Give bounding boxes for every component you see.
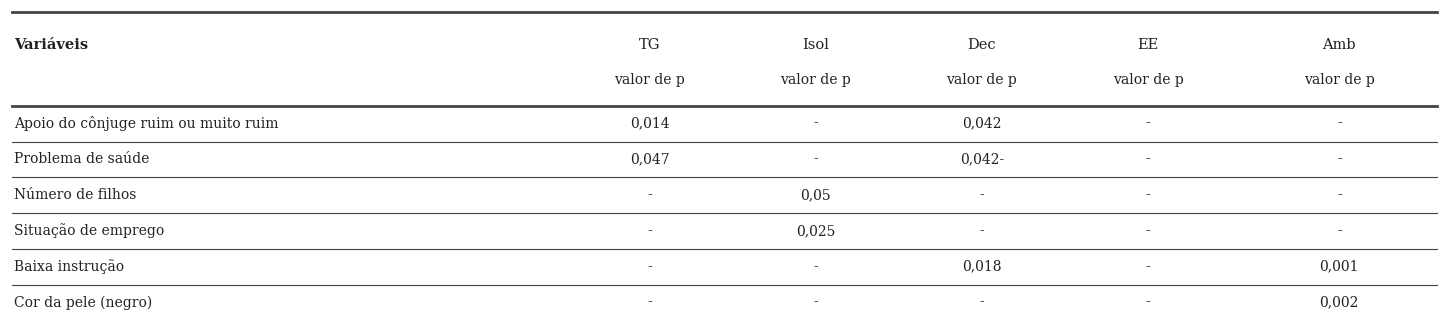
Text: valor de p: valor de p	[781, 72, 851, 87]
Text: -: -	[979, 188, 985, 202]
Text: 0,001: 0,001	[1320, 260, 1359, 274]
Text: Apoio do cônjuge ruim ou muito ruim: Apoio do cônjuge ruim ou muito ruim	[14, 116, 279, 131]
Text: -: -	[1337, 188, 1341, 202]
Text: -: -	[647, 188, 653, 202]
Text: 0,05: 0,05	[800, 188, 832, 202]
Text: -: -	[979, 224, 985, 238]
Text: Variáveis: Variáveis	[14, 38, 88, 52]
Text: EE: EE	[1138, 38, 1158, 52]
Text: 0,042-: 0,042-	[960, 152, 1004, 166]
Text: valor de p: valor de p	[947, 72, 1017, 87]
Text: Dec: Dec	[967, 38, 996, 52]
Text: -: -	[813, 260, 819, 274]
Text: Amb: Amb	[1323, 38, 1356, 52]
Text: valor de p: valor de p	[1304, 72, 1375, 87]
Text: Situação de emprego: Situação de emprego	[14, 224, 165, 238]
Text: -: -	[1145, 224, 1151, 238]
Text: -: -	[813, 152, 819, 166]
Text: 0,042: 0,042	[962, 117, 1002, 131]
Text: Problema de saúde: Problema de saúde	[14, 152, 150, 166]
Text: Baixa instrução: Baixa instrução	[14, 259, 124, 274]
Text: -: -	[647, 224, 653, 238]
Text: Número de filhos: Número de filhos	[14, 188, 137, 202]
Text: -: -	[1145, 260, 1151, 274]
Text: -: -	[647, 260, 653, 274]
Text: -: -	[1145, 117, 1151, 131]
Text: Isol: Isol	[803, 38, 829, 52]
Text: 0,014: 0,014	[630, 117, 670, 131]
Text: Cor da pele (negro): Cor da pele (negro)	[14, 295, 153, 310]
Text: -: -	[1337, 117, 1341, 131]
Text: -: -	[1145, 295, 1151, 309]
Text: -: -	[979, 295, 985, 309]
Text: -: -	[1337, 224, 1341, 238]
Text: 0,047: 0,047	[630, 152, 670, 166]
Text: valor de p: valor de p	[615, 72, 684, 87]
Text: 0,018: 0,018	[962, 260, 1002, 274]
Text: -: -	[813, 295, 819, 309]
Text: -: -	[1337, 152, 1341, 166]
Text: 0,025: 0,025	[796, 224, 836, 238]
Text: -: -	[1145, 188, 1151, 202]
Text: -: -	[647, 295, 653, 309]
Text: -: -	[813, 117, 819, 131]
Text: -: -	[1145, 152, 1151, 166]
Text: 0,002: 0,002	[1320, 295, 1359, 309]
Text: TG: TG	[640, 38, 660, 52]
Text: valor de p: valor de p	[1113, 72, 1183, 87]
